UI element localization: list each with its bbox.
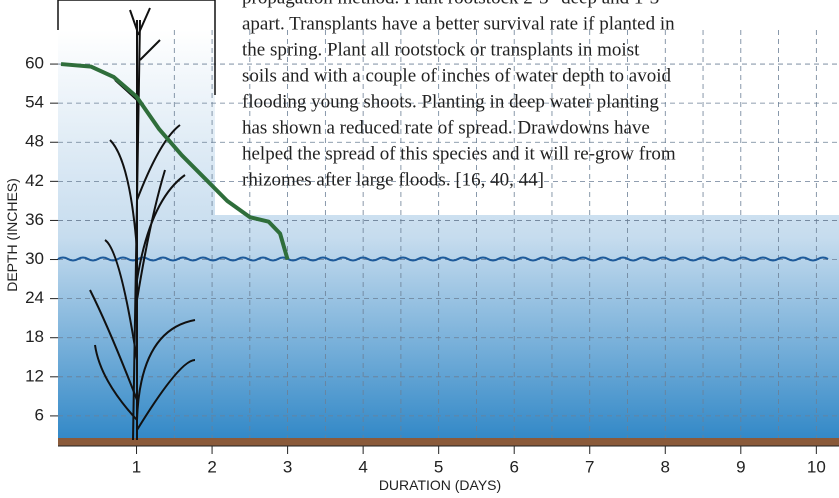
y-tick-label: 48 xyxy=(25,132,44,151)
x-tick-label: 8 xyxy=(661,457,670,476)
y-tick-label: 6 xyxy=(35,405,44,424)
x-axis-title: DURATION (DAYS) xyxy=(379,477,501,493)
x-tick-label: 5 xyxy=(434,457,443,476)
y-tick-label: 54 xyxy=(25,93,44,112)
x-tick-label: 10 xyxy=(807,457,826,476)
text-line: apart. Transplants have a better surviva… xyxy=(242,13,675,34)
text-line: propagation method. Plant rootstock 2-3"… xyxy=(242,0,663,8)
x-tick-label: 9 xyxy=(736,457,745,476)
text-line: helped the spread of this species and it… xyxy=(242,143,676,164)
y-tick-label: 42 xyxy=(25,171,44,190)
water-line xyxy=(57,256,829,262)
x-tick-label: 2 xyxy=(207,457,216,476)
x-tick-label: 1 xyxy=(132,457,141,476)
text-block: propagation method. Plant rootstock 2-3"… xyxy=(242,0,676,190)
plant xyxy=(89,7,196,441)
y-axis-title: DEPTH (INCHES) xyxy=(4,178,20,292)
text-line: has shown a reduced rate of spread. Draw… xyxy=(242,117,650,138)
text-line: flooding young shoots. Planting in deep … xyxy=(242,91,659,112)
text-line: the spring. Plant all rootstock or trans… xyxy=(242,39,640,60)
image-frame xyxy=(57,0,216,95)
y-tick-label: 30 xyxy=(25,249,44,268)
y-tick-label: 18 xyxy=(25,327,44,346)
x-tick-label: 4 xyxy=(358,457,367,476)
text-line: rhizomes after large floods. [16, 40, 44… xyxy=(242,169,544,190)
tolerance-line xyxy=(60,62,290,261)
y-tick-label: 60 xyxy=(25,54,44,73)
soil xyxy=(58,438,839,446)
y-tick-label: 36 xyxy=(25,210,44,229)
x-tick-label: 3 xyxy=(283,457,292,476)
y-tick-label: 24 xyxy=(25,288,44,307)
y-tick-label: 12 xyxy=(25,366,44,385)
x-tick-label: 6 xyxy=(509,457,518,476)
text-line: soils and with a couple of inches of wat… xyxy=(242,65,671,86)
text-background xyxy=(215,0,839,215)
x-tick-label: 7 xyxy=(585,457,594,476)
